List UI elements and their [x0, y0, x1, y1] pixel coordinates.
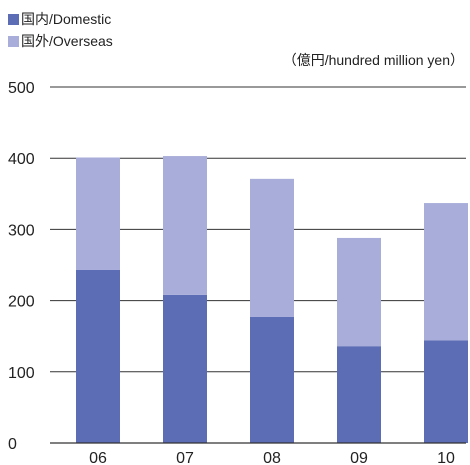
- bar-07-overseas: [163, 156, 207, 295]
- y-tick-label-500: 500: [8, 80, 35, 97]
- bar-07-domestic: [163, 294, 207, 443]
- bar-06-overseas: [76, 157, 120, 270]
- legend-item-domestic: 国内/Domestic: [8, 8, 113, 30]
- bar-09-overseas: [337, 237, 381, 347]
- unit-label: （億円/hundred million yen）: [282, 52, 464, 68]
- legend: 国内/Domestic 国外/Overseas: [8, 8, 113, 52]
- y-tick-label-100: 100: [8, 365, 35, 382]
- x-tick-label-10: 10: [437, 450, 455, 465]
- x-tick-label-07: 07: [176, 450, 194, 465]
- y-tick-label-200: 200: [8, 294, 35, 311]
- bar-08-domestic: [250, 316, 294, 443]
- x-tick-label-09: 09: [350, 450, 368, 465]
- bar-06-domestic: [76, 269, 120, 443]
- legend-swatch-overseas: [8, 35, 19, 47]
- legend-label-overseas: 国外/Overseas: [21, 33, 113, 49]
- y-tick-label-300: 300: [8, 222, 35, 239]
- bar-10-domestic: [424, 340, 468, 443]
- legend-item-overseas: 国外/Overseas: [8, 30, 113, 52]
- bar-08-overseas: [250, 178, 294, 317]
- x-tick-label-08: 08: [263, 450, 281, 465]
- y-tick-label-400: 400: [8, 151, 35, 168]
- legend-swatch-domestic: [8, 13, 19, 25]
- y-tick-label-0: 0: [8, 436, 17, 453]
- x-tick-label-06: 06: [89, 450, 107, 465]
- bar-09-domestic: [337, 346, 381, 443]
- legend-label-domestic: 国内/Domestic: [21, 11, 112, 27]
- bar-10-overseas: [424, 203, 468, 341]
